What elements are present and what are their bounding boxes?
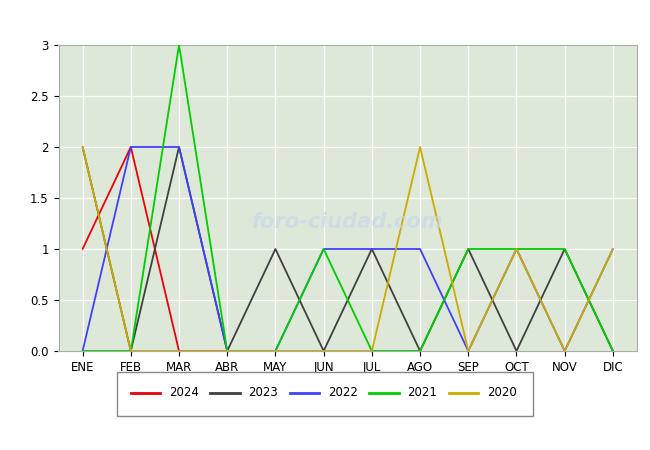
Text: 2024: 2024 bbox=[169, 386, 199, 399]
FancyBboxPatch shape bbox=[118, 373, 532, 416]
Text: 2023: 2023 bbox=[248, 386, 278, 399]
Text: 2022: 2022 bbox=[328, 386, 358, 399]
Text: Matriculaciones de Vehiculos en Vallfogona de Ripollès: Matriculaciones de Vehiculos en Vallfogo… bbox=[105, 11, 545, 27]
Text: http://www.foro-ciudad.com: http://www.foro-ciudad.com bbox=[486, 432, 630, 442]
Text: foro-ciudad.com: foro-ciudad.com bbox=[252, 212, 443, 233]
Text: 2021: 2021 bbox=[408, 386, 437, 399]
Text: 2020: 2020 bbox=[487, 386, 517, 399]
